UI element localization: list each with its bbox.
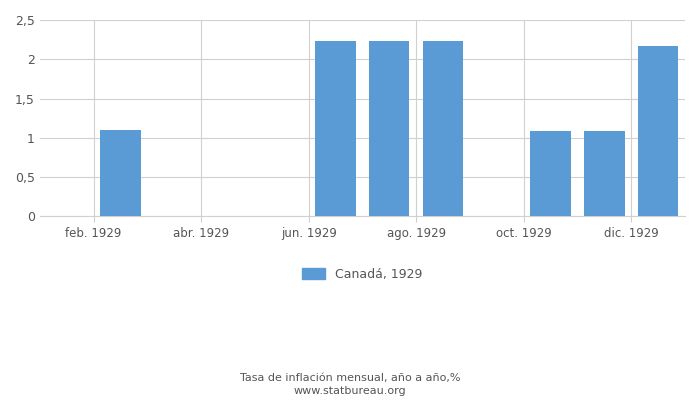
Text: www.statbureau.org: www.statbureau.org	[294, 386, 406, 396]
Bar	[369, 41, 410, 216]
Text: Tasa de inflación mensual, año a año,%: Tasa de inflación mensual, año a año,%	[239, 373, 461, 383]
Legend: Canadá, 1929: Canadá, 1929	[302, 268, 422, 281]
Bar	[638, 46, 678, 216]
Bar	[423, 41, 463, 216]
Bar	[316, 41, 356, 216]
Bar	[100, 130, 141, 216]
Bar	[584, 131, 624, 216]
Bar	[531, 131, 570, 216]
